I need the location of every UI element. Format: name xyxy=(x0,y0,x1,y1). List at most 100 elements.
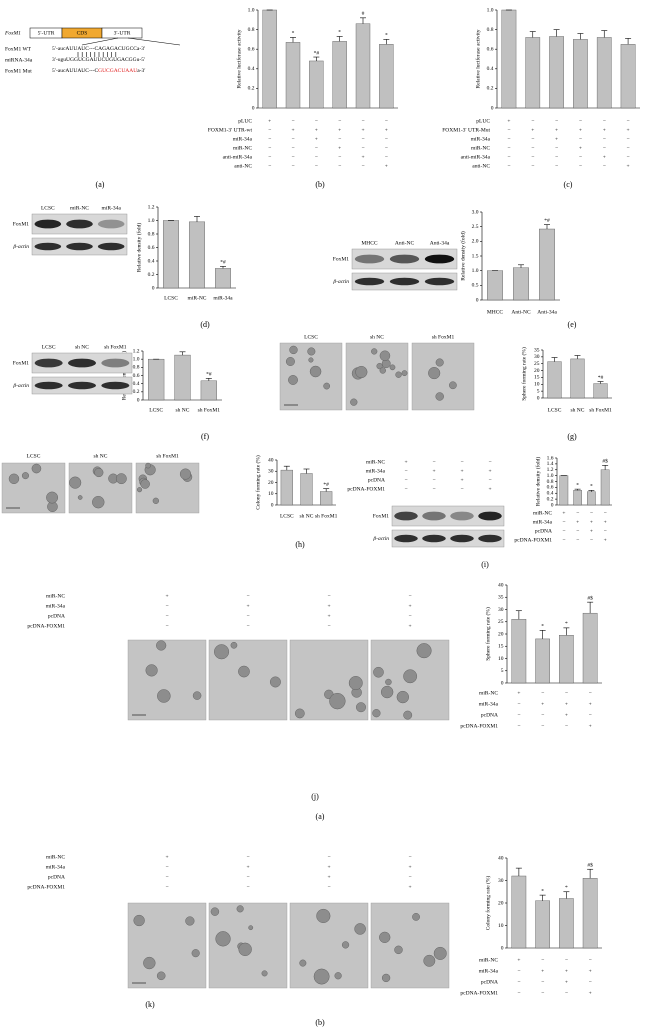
condition-sign: − xyxy=(589,957,592,963)
condition-sign: + xyxy=(327,603,330,609)
blot-band xyxy=(450,511,474,521)
bar xyxy=(573,490,582,506)
panel-label: (g) xyxy=(567,432,577,441)
condition-sign: + xyxy=(604,537,607,543)
y-tick-label: 15 xyxy=(534,375,540,381)
significance-label: #$ xyxy=(602,458,608,465)
condition-sign: − xyxy=(517,701,520,707)
sequence-part: a-3′ xyxy=(137,68,145,74)
condition-sign: + xyxy=(246,864,249,870)
condition-sign: − xyxy=(603,136,606,142)
y-tick-label: 0.6 xyxy=(547,485,554,491)
sphere xyxy=(423,954,436,967)
condition-sign: + xyxy=(408,603,411,609)
blot-row-label: β-actin xyxy=(332,279,349,285)
bar xyxy=(511,619,527,684)
sphere xyxy=(210,907,220,916)
condition-sign: + xyxy=(246,603,249,609)
blot-band xyxy=(97,219,125,229)
condition-sign: − xyxy=(531,145,534,151)
y-tick-label: 0 xyxy=(476,297,479,303)
x-tick-label: Anti-NC xyxy=(511,309,531,315)
blot-row-label: β-actin xyxy=(372,536,389,542)
condition-sign: − xyxy=(576,510,579,516)
condition-sign: + xyxy=(555,136,558,142)
region-label: CDS xyxy=(77,30,88,36)
condition-sign: + xyxy=(327,874,330,880)
blot-row-label: β-actin xyxy=(12,383,29,389)
sphere xyxy=(179,468,191,480)
y-tick-label: 40 xyxy=(268,457,274,463)
sphere xyxy=(289,345,298,355)
condition-sign: − xyxy=(327,884,330,890)
condition-label: pcDNA xyxy=(481,979,498,985)
lane-label: miR-34a xyxy=(102,205,122,211)
condition-sign: − xyxy=(460,486,463,492)
y-axis-label: Relative density (fold) xyxy=(459,231,466,281)
sphere xyxy=(379,931,391,943)
condition-sign: − xyxy=(562,537,565,543)
y-tick-label: 25 xyxy=(534,361,540,367)
y-tick-label: 1.5 xyxy=(472,253,479,259)
sequence-part: 3′-uguUGGUCGAUUCUGUGACGGu-5′ xyxy=(52,57,145,63)
condition-sign: − xyxy=(603,145,606,151)
condition-sign: − xyxy=(565,957,568,963)
condition-sign: − xyxy=(603,163,606,169)
y-tick-label: 1.0 xyxy=(547,473,554,479)
condition-sign: − xyxy=(579,163,582,169)
bar xyxy=(587,491,596,506)
sequence: 3′-uguUGGUCGAUUCUGUGACGGu-5′ xyxy=(52,57,145,63)
condition-label: anti-miR-34a xyxy=(223,154,253,160)
sphere xyxy=(145,664,158,677)
significance-label: * xyxy=(541,888,544,894)
condition-sign: + xyxy=(165,593,168,599)
condition-label: FOXM1-3′ UTR-wt xyxy=(208,127,253,133)
y-tick-label: 0 xyxy=(501,680,504,686)
condition-sign: − xyxy=(562,519,565,525)
micrograph-label: sh FoxM1 xyxy=(156,453,179,459)
condition-label: pcDNA xyxy=(368,477,385,483)
sphere xyxy=(316,908,331,923)
condition-sign: − xyxy=(291,145,294,151)
condition-label: miR-NC xyxy=(46,593,65,599)
condition-sign: − xyxy=(541,712,544,718)
sphere xyxy=(308,357,314,363)
condition-sign: + xyxy=(291,127,294,133)
x-tick-label: LCSC xyxy=(548,407,562,413)
panel-label: (e) xyxy=(568,320,577,329)
bar xyxy=(547,361,562,399)
sphere xyxy=(214,644,230,660)
blot-band xyxy=(422,534,446,543)
condition-label: miR-34a xyxy=(46,603,66,609)
sphere xyxy=(341,941,350,949)
condition-sign: − xyxy=(291,118,294,124)
condition-sign: + xyxy=(338,145,341,151)
sphere xyxy=(385,678,392,686)
condition-sign: − xyxy=(579,118,582,124)
condition-sign: − xyxy=(531,118,534,124)
bar xyxy=(174,354,191,401)
blot-band xyxy=(394,511,418,521)
condition-sign: − xyxy=(246,623,249,629)
panel-label: (c) xyxy=(564,180,573,189)
y-tick-label: 1.2 xyxy=(148,204,155,210)
y-tick-label: 0.6 xyxy=(487,46,494,52)
sphere xyxy=(269,676,281,688)
condition-sign: − xyxy=(627,136,630,142)
condition-sign: − xyxy=(517,979,520,985)
condition-sign: + xyxy=(590,519,593,525)
condition-sign: + xyxy=(488,486,491,492)
significance-label: * xyxy=(565,885,568,891)
y-tick-label: 0 xyxy=(501,945,504,951)
condition-sign: − xyxy=(488,459,491,465)
condition-sign: − xyxy=(315,145,318,151)
bar xyxy=(620,44,636,109)
blot-band xyxy=(66,242,93,251)
condition-sign: − xyxy=(555,154,558,160)
callout-line xyxy=(81,37,119,46)
condition-sign: − xyxy=(555,145,558,151)
sphere xyxy=(381,973,391,983)
condition-sign: − xyxy=(291,163,294,169)
bar xyxy=(559,475,569,506)
